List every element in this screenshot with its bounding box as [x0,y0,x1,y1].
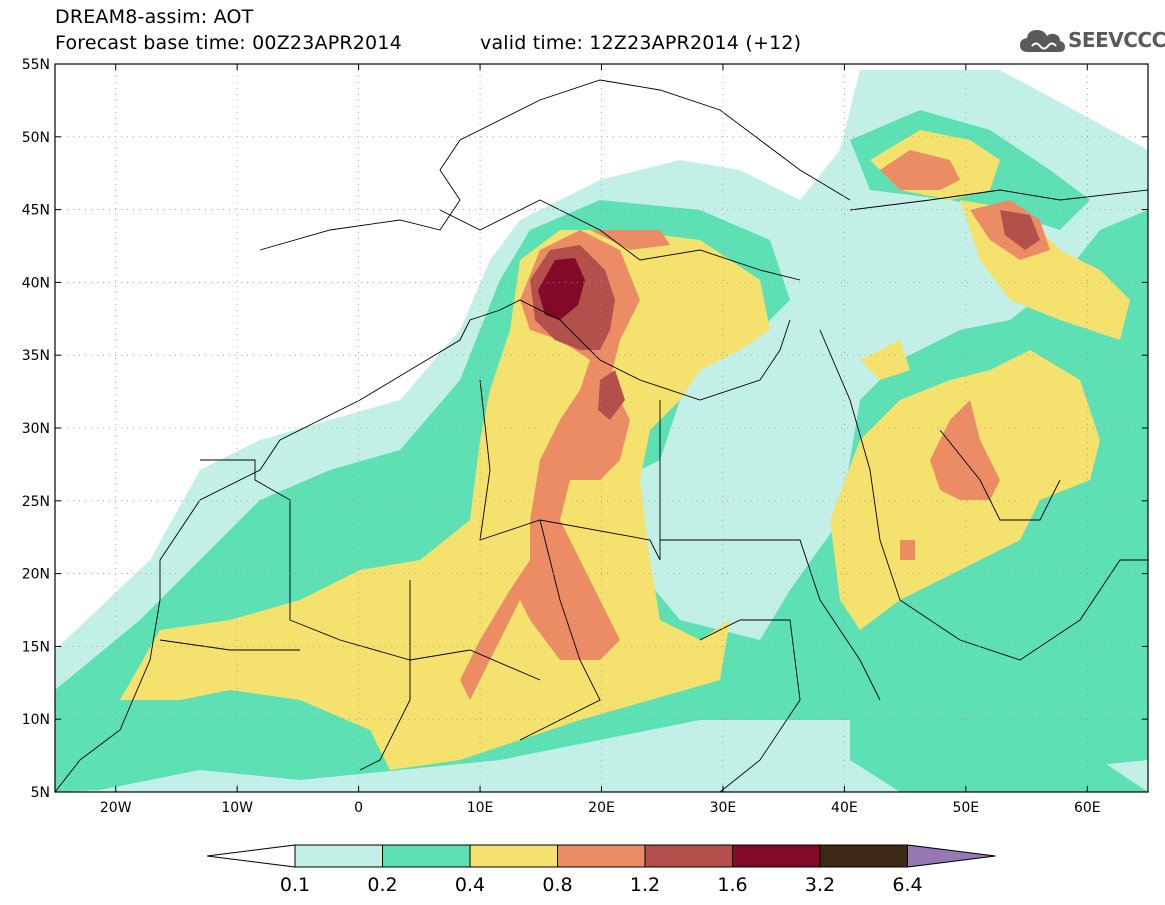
lat-tick-label: 50N [22,130,50,146]
lat-tick-label: 20N [22,567,50,583]
colorbar-labels: 0.1 0.2 0.4 0.8 1.2 1.6 3.2 6.4 [280,874,923,896]
lon-tick-label: 10E [467,800,494,816]
colorbar-min-arrow [206,844,296,868]
colorbar-level-label: 0.4 [455,874,485,896]
lat-tick-label: 55N [22,57,50,73]
lat-tick-label: 35N [22,348,50,364]
colorbar-swatch [819,844,908,868]
colorbar-level-label: 1.6 [717,874,747,896]
cloud-icon [1020,30,1065,52]
lon-tick-label: 20W [100,800,132,816]
colorbar-swatch [294,844,383,868]
colorbar-swatch [732,844,821,868]
colorbar-swatch [469,844,558,868]
colorbar-swatches [206,844,996,868]
colorbar-level-label: 1.2 [630,874,660,896]
lat-tick-label: 30N [22,421,50,437]
lon-tick-label: 20E [588,800,615,816]
colorbar-swatch [557,844,646,868]
graticule [55,64,1148,792]
lat-tick-label: 25N [22,494,50,510]
latitude-axis: 55N 50N 45N 40N 35N 30N 25N 20N 15N 10N 5N [22,57,1148,801]
logo-text: SEEVCCC [1068,28,1165,52]
colorbar-swatch [644,844,733,868]
colorbar-level-label: 0.1 [280,874,310,896]
lon-tick-label: 60E [1074,800,1101,816]
colorbar-swatch [382,844,471,868]
colorbar-level-label: 6.4 [892,874,922,896]
map-title: DREAM8-assim: AOT [55,6,254,28]
lon-tick-label: 40E [831,800,858,816]
lat-tick-label: 5N [31,785,50,801]
base-time-label: Forecast base time: 00Z23APR2014 [55,32,402,54]
lon-tick-label: 50E [952,800,979,816]
lat-tick-label: 10N [22,712,50,728]
colorbar-level-label: 0.8 [542,874,572,896]
colorbar-max-arrow [907,844,996,868]
colorbar-level-label: 3.2 [805,874,835,896]
lon-tick-label: 0 [354,800,363,816]
longitude-axis: 20W 10W 0 10E 20E 30E 40E 50E 60E [100,64,1101,816]
lon-tick-label: 30E [710,800,737,816]
lat-tick-label: 45N [22,203,50,219]
country-borders [55,79,1148,792]
lat-tick-label: 40N [22,275,50,291]
seevccc-logo: SEEVCCC [1018,24,1165,56]
aot-level-1-6 [538,258,585,320]
lat-tick-label: 15N [22,639,50,655]
colorbar-level-label: 0.2 [367,874,397,896]
valid-time-label: valid time: 12Z23APR2014 (+12) [480,32,802,54]
lon-tick-label: 10W [221,800,253,816]
map-subtitle: Forecast base time: 00Z23APR2014 valid ti… [55,32,801,54]
